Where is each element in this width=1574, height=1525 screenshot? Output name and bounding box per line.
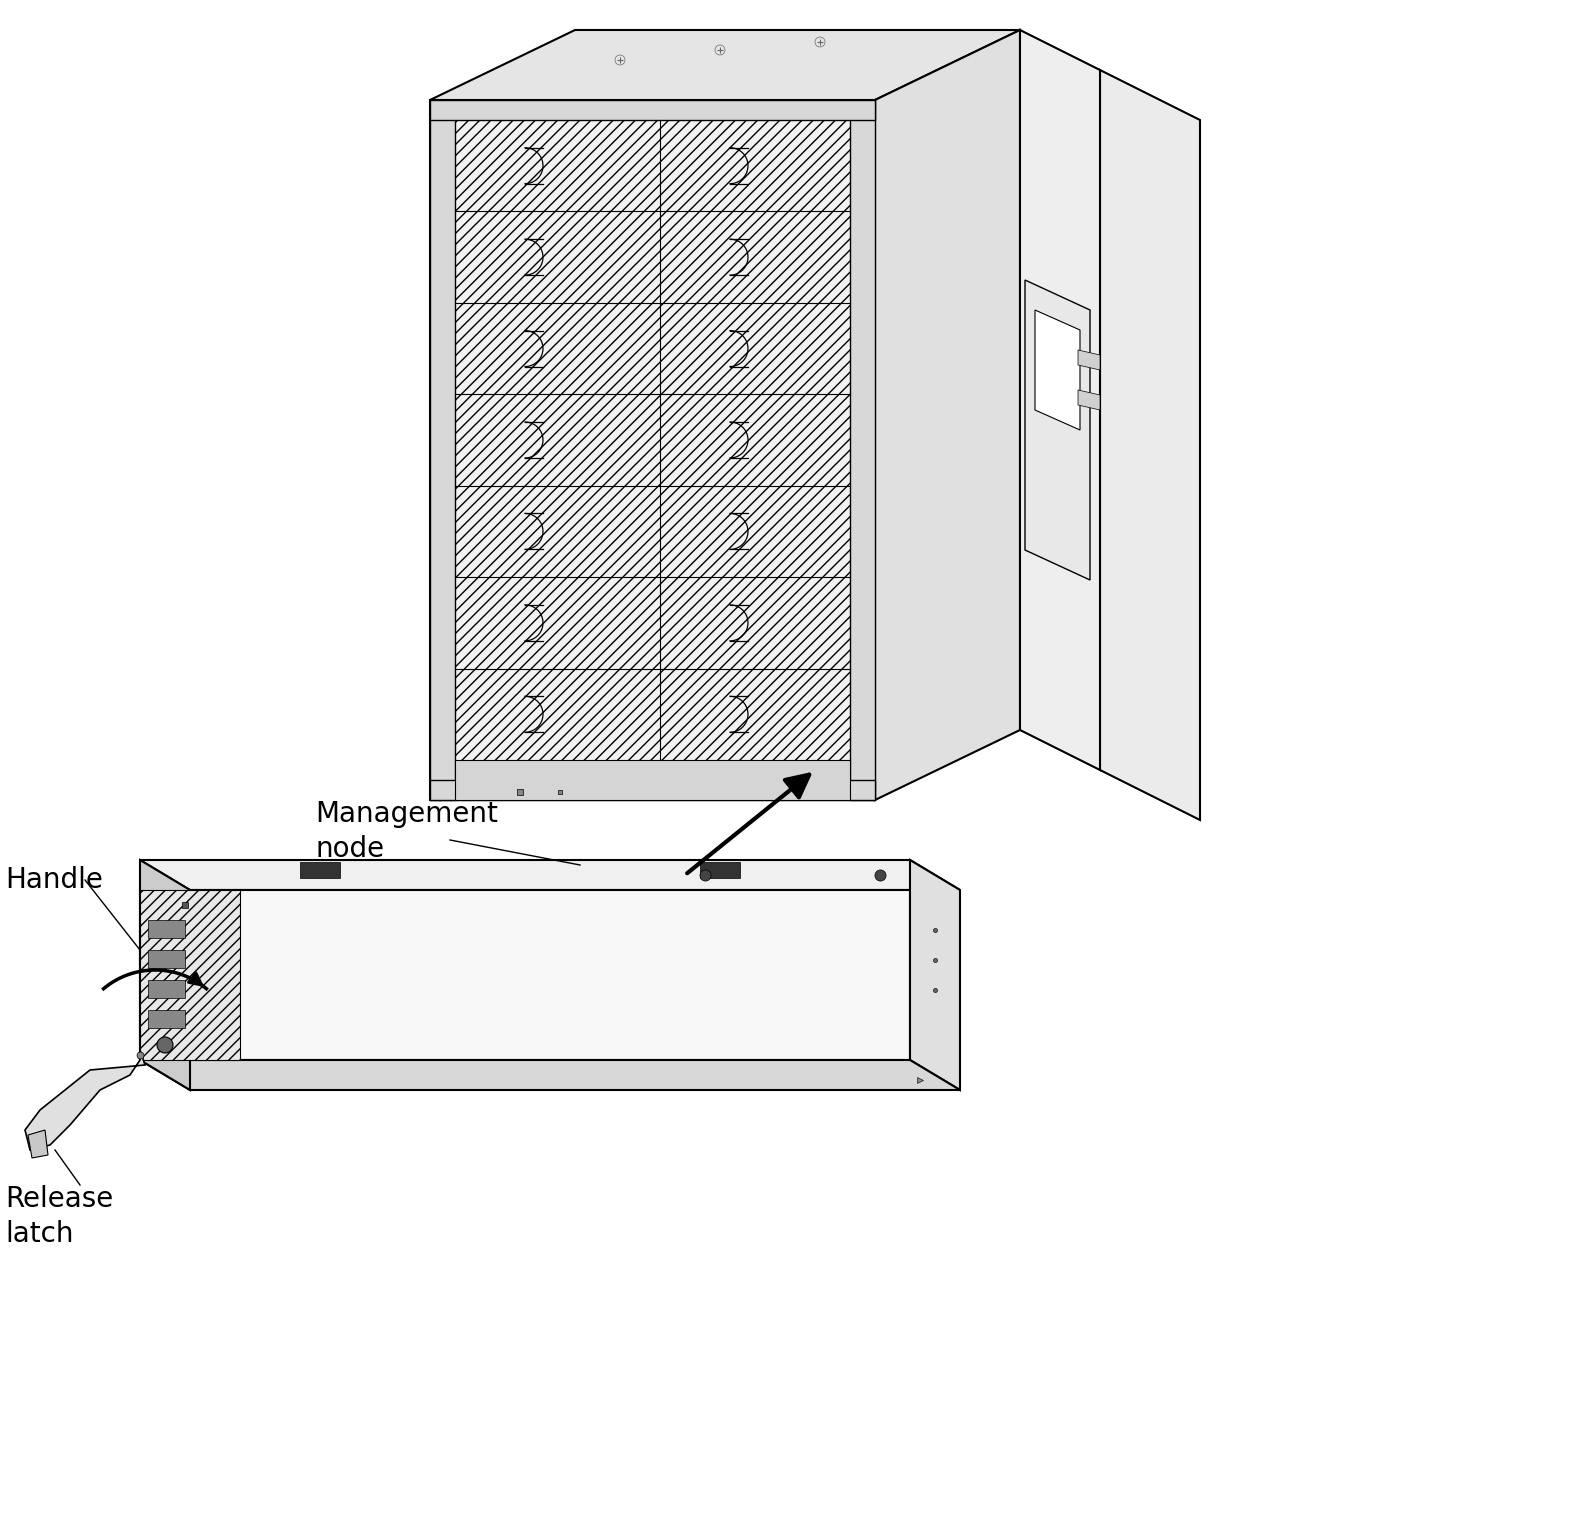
Polygon shape	[148, 950, 186, 968]
Polygon shape	[140, 860, 960, 891]
Polygon shape	[430, 779, 875, 801]
Polygon shape	[1020, 30, 1100, 770]
Text: Release
latch: Release latch	[5, 1185, 113, 1247]
Polygon shape	[1078, 390, 1100, 410]
Polygon shape	[140, 891, 910, 1060]
Circle shape	[157, 1037, 173, 1052]
Polygon shape	[455, 759, 850, 801]
Polygon shape	[430, 101, 455, 801]
Polygon shape	[148, 981, 186, 997]
Polygon shape	[430, 30, 1020, 101]
Polygon shape	[25, 1051, 145, 1150]
Polygon shape	[910, 860, 960, 1090]
Polygon shape	[1025, 281, 1091, 580]
Polygon shape	[1036, 310, 1080, 430]
Polygon shape	[1100, 70, 1199, 820]
Polygon shape	[430, 101, 875, 120]
Text: Handle: Handle	[5, 866, 102, 894]
Text: Management
node: Management node	[315, 801, 497, 863]
Polygon shape	[700, 862, 740, 878]
Polygon shape	[28, 1130, 47, 1157]
Polygon shape	[148, 1010, 186, 1028]
Polygon shape	[430, 101, 875, 801]
Polygon shape	[148, 920, 186, 938]
Polygon shape	[140, 1060, 960, 1090]
Polygon shape	[140, 860, 190, 1090]
Polygon shape	[875, 30, 1020, 801]
Polygon shape	[850, 101, 875, 801]
Polygon shape	[301, 862, 340, 878]
Polygon shape	[140, 891, 239, 1060]
Polygon shape	[1078, 351, 1100, 371]
